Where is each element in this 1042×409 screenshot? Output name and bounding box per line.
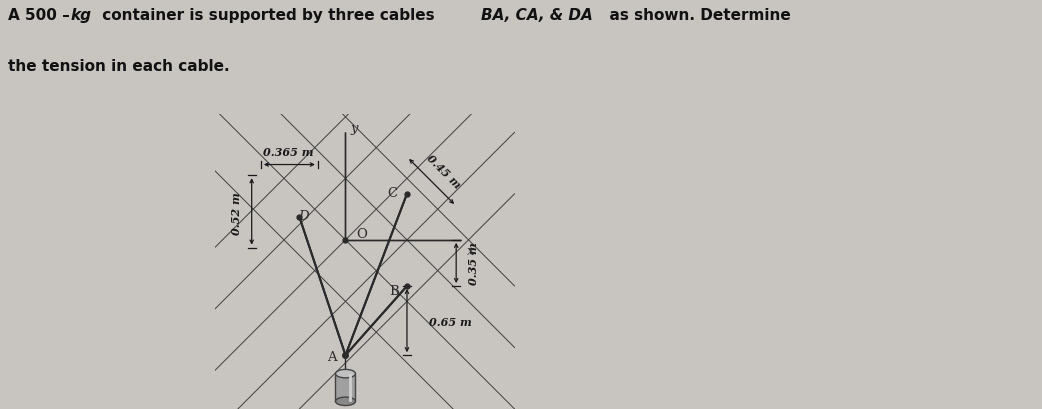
Text: kg: kg [71,8,92,23]
Text: x: x [467,245,474,258]
Text: C: C [388,186,398,199]
Text: 0.45 m: 0.45 m [425,152,463,190]
Ellipse shape [336,369,355,378]
Text: 0.35 m: 0.35 m [468,242,478,285]
Text: O: O [356,228,367,240]
Text: y: y [350,122,357,135]
Text: container is supported by three cables: container is supported by three cables [97,8,440,23]
Text: as shown. Determine: as shown. Determine [599,8,791,23]
Bar [336,374,355,401]
Text: B: B [390,284,399,297]
Text: BA, CA, & DA: BA, CA, & DA [481,8,593,23]
Text: 0.365 m: 0.365 m [264,146,314,157]
Ellipse shape [336,397,355,406]
Text: 0.65 m: 0.65 m [428,316,471,327]
Text: A 500 –: A 500 – [8,8,75,23]
Text: the tension in each cable.: the tension in each cable. [8,59,230,74]
Text: 0.52 m: 0.52 m [231,191,242,234]
Text: D: D [298,209,308,222]
Text: A: A [326,351,337,363]
